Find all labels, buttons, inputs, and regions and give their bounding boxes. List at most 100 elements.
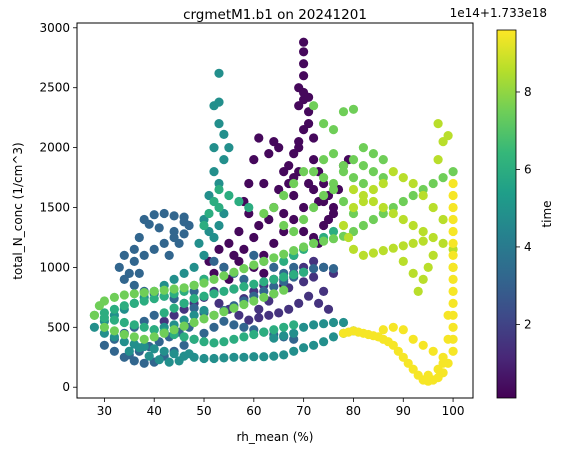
data-point	[139, 288, 149, 298]
data-point	[408, 220, 418, 231]
data-point	[299, 277, 309, 287]
data-point	[309, 272, 319, 282]
data-point	[199, 220, 209, 231]
x-tick-label: 80	[346, 404, 361, 418]
data-point	[348, 184, 359, 195]
data-point	[428, 232, 438, 243]
data-point	[109, 292, 119, 302]
data-point	[259, 292, 269, 302]
data-point	[279, 285, 289, 295]
data-point	[299, 125, 309, 135]
data-point	[319, 319, 329, 329]
y-axis: 0 500 1000 1500 2000 2500 3000	[39, 21, 77, 394]
data-point	[159, 346, 169, 356]
data-point	[179, 283, 189, 293]
data-point	[408, 190, 418, 201]
data-point	[358, 143, 368, 153]
data-point	[428, 178, 438, 189]
data-point	[299, 71, 309, 81]
data-point	[209, 274, 219, 284]
data-point	[189, 280, 199, 290]
data-point	[428, 202, 438, 213]
data-point	[448, 178, 458, 189]
data-point	[398, 214, 408, 225]
data-point	[443, 310, 453, 320]
data-point	[279, 256, 289, 266]
data-point	[279, 350, 289, 360]
data-point	[438, 173, 448, 183]
data-point	[294, 143, 304, 153]
data-point	[378, 202, 388, 213]
data-point	[214, 119, 224, 129]
x-tick-label: 40	[147, 404, 162, 418]
data-point	[134, 268, 144, 278]
data-point	[279, 272, 289, 282]
data-point	[214, 202, 224, 213]
data-point	[378, 325, 388, 335]
x-tick-label: 100	[442, 404, 465, 418]
data-point	[269, 262, 279, 272]
data-point	[159, 328, 169, 338]
data-point	[89, 322, 99, 332]
data-point	[239, 299, 249, 310]
data-point	[229, 320, 239, 330]
data-point	[129, 332, 139, 342]
data-point	[189, 334, 199, 344]
data-point	[299, 226, 309, 237]
data-point	[309, 264, 319, 274]
data-point	[164, 357, 174, 367]
data-point	[269, 333, 279, 343]
data-point	[299, 167, 309, 177]
data-point	[358, 196, 368, 207]
data-point	[224, 190, 234, 201]
data-point	[388, 167, 398, 177]
data-point	[388, 322, 398, 332]
data-point	[214, 244, 224, 254]
data-point	[159, 285, 169, 295]
data-point	[448, 226, 458, 237]
data-point	[169, 349, 179, 359]
data-point	[214, 184, 224, 195]
data-point	[204, 208, 214, 219]
data-point	[448, 214, 458, 225]
data-point	[164, 250, 174, 260]
data-point	[448, 190, 458, 201]
data-point	[209, 353, 219, 364]
data-point	[169, 211, 179, 221]
data-point	[134, 232, 144, 243]
data-point	[433, 155, 443, 165]
data-point	[109, 326, 119, 336]
data-point	[269, 289, 279, 299]
data-point	[119, 337, 129, 347]
data-point	[174, 238, 184, 248]
data-point	[179, 229, 189, 239]
data-point	[299, 37, 309, 47]
data-point	[229, 352, 239, 362]
y-tick-label: 1000	[39, 260, 70, 274]
data-point	[249, 260, 259, 270]
data-point	[149, 332, 159, 342]
data-point	[119, 290, 129, 300]
data-point	[109, 346, 119, 356]
data-point	[189, 294, 199, 304]
data-point	[368, 248, 378, 258]
data-point	[319, 337, 329, 347]
data-point	[269, 274, 279, 284]
data-point	[299, 202, 309, 213]
data-point	[408, 238, 418, 248]
y-tick-label: 1500	[39, 201, 70, 215]
data-point	[319, 262, 329, 272]
data-point	[319, 236, 329, 246]
data-point	[214, 68, 224, 78]
data-point	[119, 301, 129, 311]
data-point	[199, 305, 209, 316]
data-point	[433, 364, 443, 374]
data-point	[169, 284, 179, 294]
data-point	[259, 208, 269, 219]
data-point	[448, 286, 458, 296]
data-point	[368, 184, 378, 195]
data-point	[259, 277, 269, 287]
data-point	[179, 321, 189, 331]
data-point	[323, 304, 334, 314]
data-point	[319, 173, 329, 183]
